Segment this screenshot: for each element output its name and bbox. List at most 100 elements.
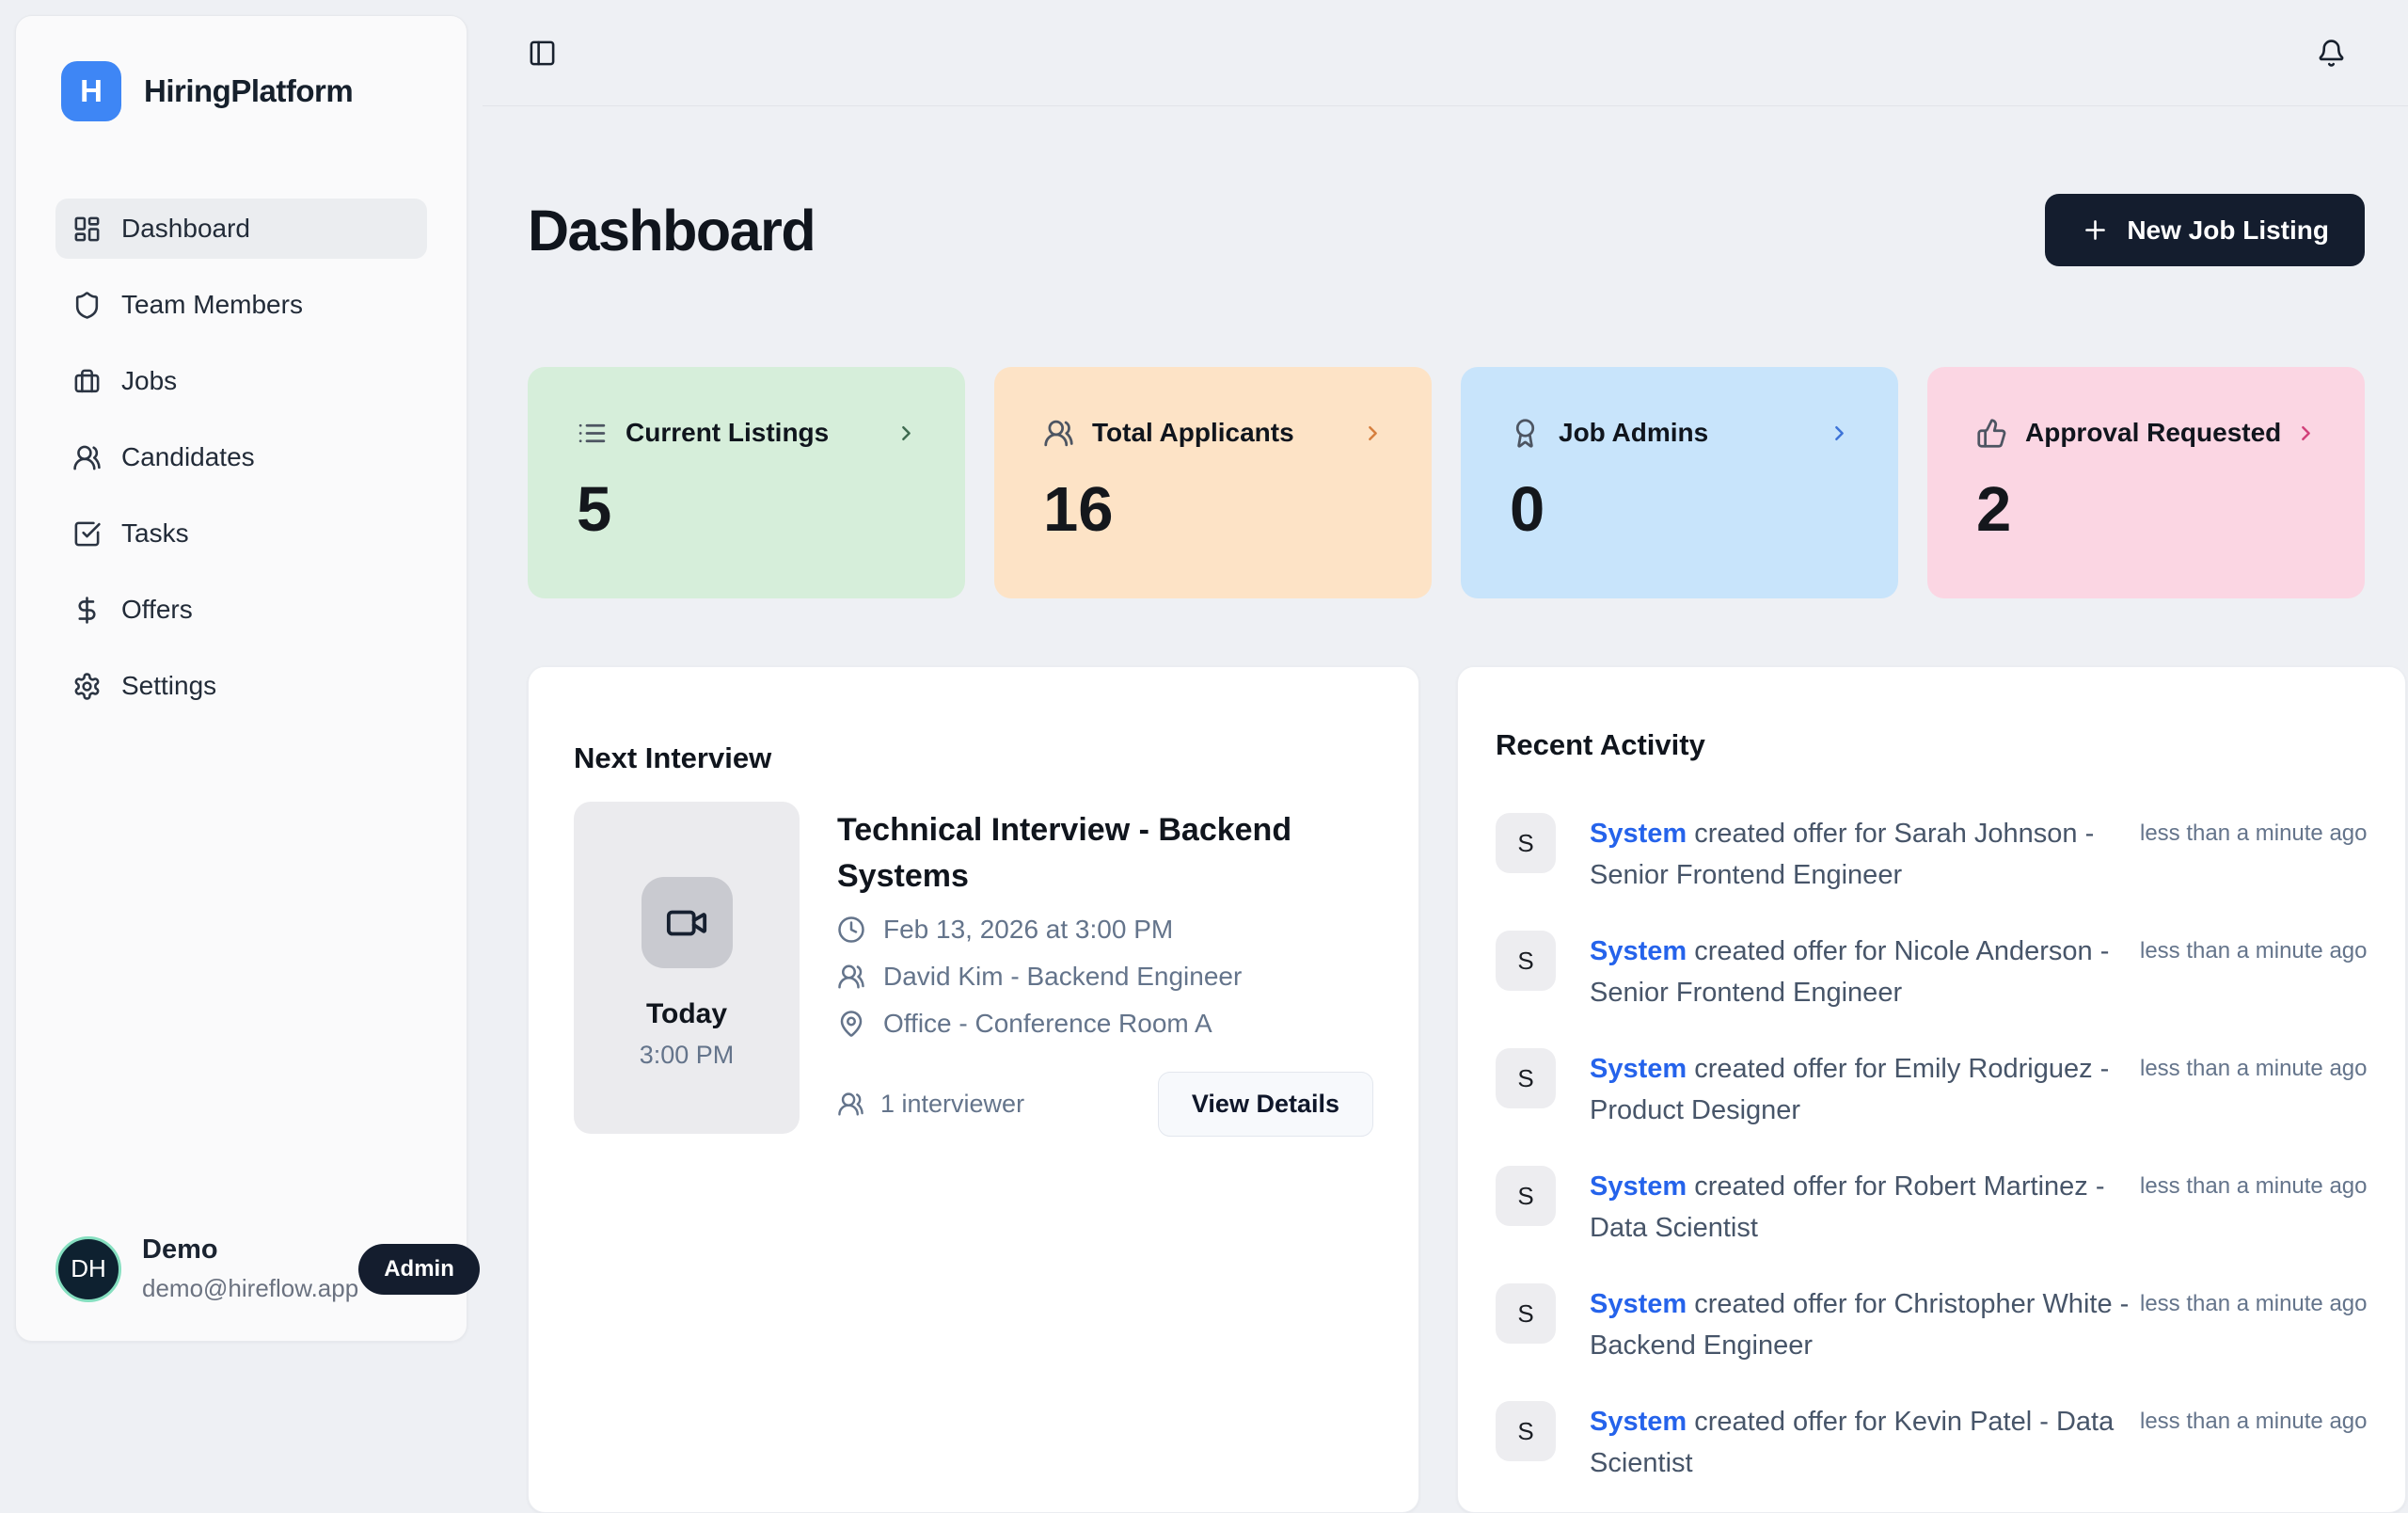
next-interview-title: Next Interview [574, 741, 772, 775]
activity-avatar: S [1496, 1283, 1556, 1345]
sidebar-user[interactable]: DH Demo demo@hireflow.app Admin [55, 1234, 480, 1303]
users-icon [1043, 418, 1074, 449]
page-title: Dashboard [528, 198, 816, 263]
activity-avatar: S [1496, 1401, 1556, 1462]
sidebar-item-dashboard[interactable]: Dashboard [55, 199, 427, 259]
sidebar-item-label: Candidates [121, 442, 255, 471]
activity-message: created offer for Nicole Anderson - Seni… [1590, 936, 2110, 1009]
activity-item: S System created offer for Emily Rodrigu… [1496, 1048, 2368, 1131]
sidebar-item-label: Settings [121, 671, 217, 700]
activity-list: S System created offer for Sarah Johnson… [1496, 813, 2368, 1484]
stat-label: Job Admins [1559, 418, 1709, 448]
interview-info: Technical Interview - Backend Systems Fe… [837, 802, 1373, 1138]
view-details-button[interactable]: View Details [1157, 1072, 1373, 1138]
chevron-right-icon [2294, 422, 2318, 445]
users-icon [837, 963, 865, 991]
activity-avatar: S [1496, 931, 1556, 992]
activity-item: S System created offer for Robert Martin… [1496, 1166, 2368, 1249]
interview-datetime: Feb 13, 2026 at 3:00 PM [883, 915, 1174, 945]
topbar [483, 0, 2408, 106]
app-logo: H HiringPlatform [61, 61, 427, 121]
dollar-icon [72, 596, 102, 625]
activity-text: System created offer for Nicole Anderson… [1590, 931, 2140, 1013]
activity-avatar: S [1496, 813, 1556, 874]
bell-icon [2317, 39, 2346, 68]
activity-actor[interactable]: System [1590, 1171, 1695, 1202]
app-title: HiringPlatform [144, 73, 354, 108]
sidebar-item-label: Tasks [121, 518, 189, 548]
activity-avatar: S [1496, 1166, 1556, 1227]
plus-icon [2081, 215, 2110, 245]
interview-location-row: Office - Conference Room A [837, 1009, 1373, 1039]
interview-time: 3:00 PM [639, 1041, 735, 1070]
interview-datetime-row: Feb 13, 2026 at 3:00 PM [837, 915, 1373, 945]
activity-actor[interactable]: System [1590, 1054, 1695, 1085]
check-square-icon [72, 519, 102, 549]
interview-day: Today [645, 998, 728, 1030]
recent-activity-title: Recent Activity [1496, 728, 1705, 762]
sidebar-item-tasks[interactable]: Tasks [55, 503, 427, 564]
interview-location: Office - Conference Room A [883, 1009, 1212, 1039]
interview-job-title: Technical Interview - Backend Systems [837, 812, 1292, 895]
sidebar-item-team-members[interactable]: Team Members [55, 275, 427, 335]
stat-label: Total Applicants [1092, 418, 1294, 448]
interview-footer: 1 interviewer View Details [837, 1072, 1373, 1138]
activity-text: System created offer for Kevin Patel - D… [1590, 1401, 2140, 1484]
sidebar-item-label: Offers [121, 595, 193, 624]
activity-actor[interactable]: System [1590, 819, 1695, 850]
stat-label: Approval Requested [2025, 418, 2282, 448]
activity-actor[interactable]: System [1590, 1407, 1695, 1438]
interview-candidate-row: David Kim - Backend Engineer [837, 962, 1373, 992]
sidebar-item-label: Team Members [121, 290, 303, 319]
dashboard-grid-icon [72, 215, 102, 244]
interviewer-count-label: 1 interviewer [880, 1090, 1025, 1119]
app-logo-mark: H [61, 61, 121, 121]
stat-card-total-applicants[interactable]: Total Applicants 16 [994, 366, 1432, 598]
interview-candidate: David Kim - Backend Engineer [883, 962, 1243, 992]
stat-head: Total Applicants [1043, 418, 1385, 449]
role-badge: Admin [358, 1243, 480, 1295]
stat-card-current-listings[interactable]: Current Listings 5 [528, 366, 965, 598]
activity-item: S System created offer for Sarah Johnson… [1496, 813, 2368, 896]
sidebar-item-label: Dashboard [121, 214, 250, 243]
content: Dashboard New Job Listing Current Listin… [483, 159, 2408, 1513]
chevron-right-icon [1361, 422, 1385, 445]
activity-actor[interactable]: System [1590, 1289, 1695, 1320]
sidebar-toggle-button[interactable] [528, 39, 557, 68]
video-camera-icon [641, 877, 733, 969]
sidebar-item-offers[interactable]: Offers [55, 580, 427, 640]
activity-text: System created offer for Emily Rodriguez… [1590, 1048, 2140, 1131]
sidebar-item-settings[interactable]: Settings [55, 656, 427, 716]
activity-timestamp: less than a minute ago [2140, 1409, 2368, 1435]
users-icon [72, 443, 102, 472]
activity-text: System created offer for Sarah Johnson -… [1590, 813, 2140, 896]
sidebar-item-candidates[interactable]: Candidates [55, 427, 427, 487]
interview-details: Feb 13, 2026 at 3:00 PM David Kim - Back… [837, 915, 1373, 1039]
activity-avatar: S [1496, 1048, 1556, 1109]
stat-head: Current Listings [577, 418, 918, 449]
user-name: Demo [142, 1234, 218, 1265]
chevron-right-icon [895, 422, 918, 445]
activity-timestamp: less than a minute ago [2140, 820, 2368, 847]
new-job-listing-button[interactable]: New Job Listing [2045, 194, 2365, 267]
stat-value: 2 [1976, 473, 2012, 545]
sidebar-item-jobs[interactable]: Jobs [55, 351, 427, 411]
activity-message: created offer for Sarah Johnson - Senior… [1590, 819, 2095, 891]
stat-cards: Current Listings 5 Total Applicants [528, 366, 2365, 598]
briefcase-icon [72, 367, 102, 396]
stat-value: 5 [577, 473, 612, 545]
stat-card-job-admins[interactable]: Job Admins 0 [1461, 366, 1898, 598]
activity-text: System created offer for Christopher Whi… [1590, 1283, 2140, 1366]
interview-card: Today 3:00 PM Technical Interview - Back… [574, 802, 1373, 1138]
stat-card-approval-requested[interactable]: Approval Requested 2 [1927, 366, 2365, 598]
activity-actor[interactable]: System [1590, 936, 1695, 967]
sidebar: H HiringPlatform Dashboard Team Members … [15, 15, 480, 1342]
interviewer-count: 1 interviewer [837, 1090, 1024, 1119]
interview-schedule-tile: Today 3:00 PM [574, 802, 800, 1135]
activity-timestamp: less than a minute ago [2140, 1173, 2368, 1200]
notifications-button[interactable] [2317, 39, 2346, 68]
chevron-right-icon [1828, 422, 1851, 445]
recent-activity-panel: Recent Activity S System created offer f… [1457, 665, 2406, 1513]
sidebar-item-label: Jobs [121, 366, 178, 395]
shield-icon [72, 291, 102, 320]
